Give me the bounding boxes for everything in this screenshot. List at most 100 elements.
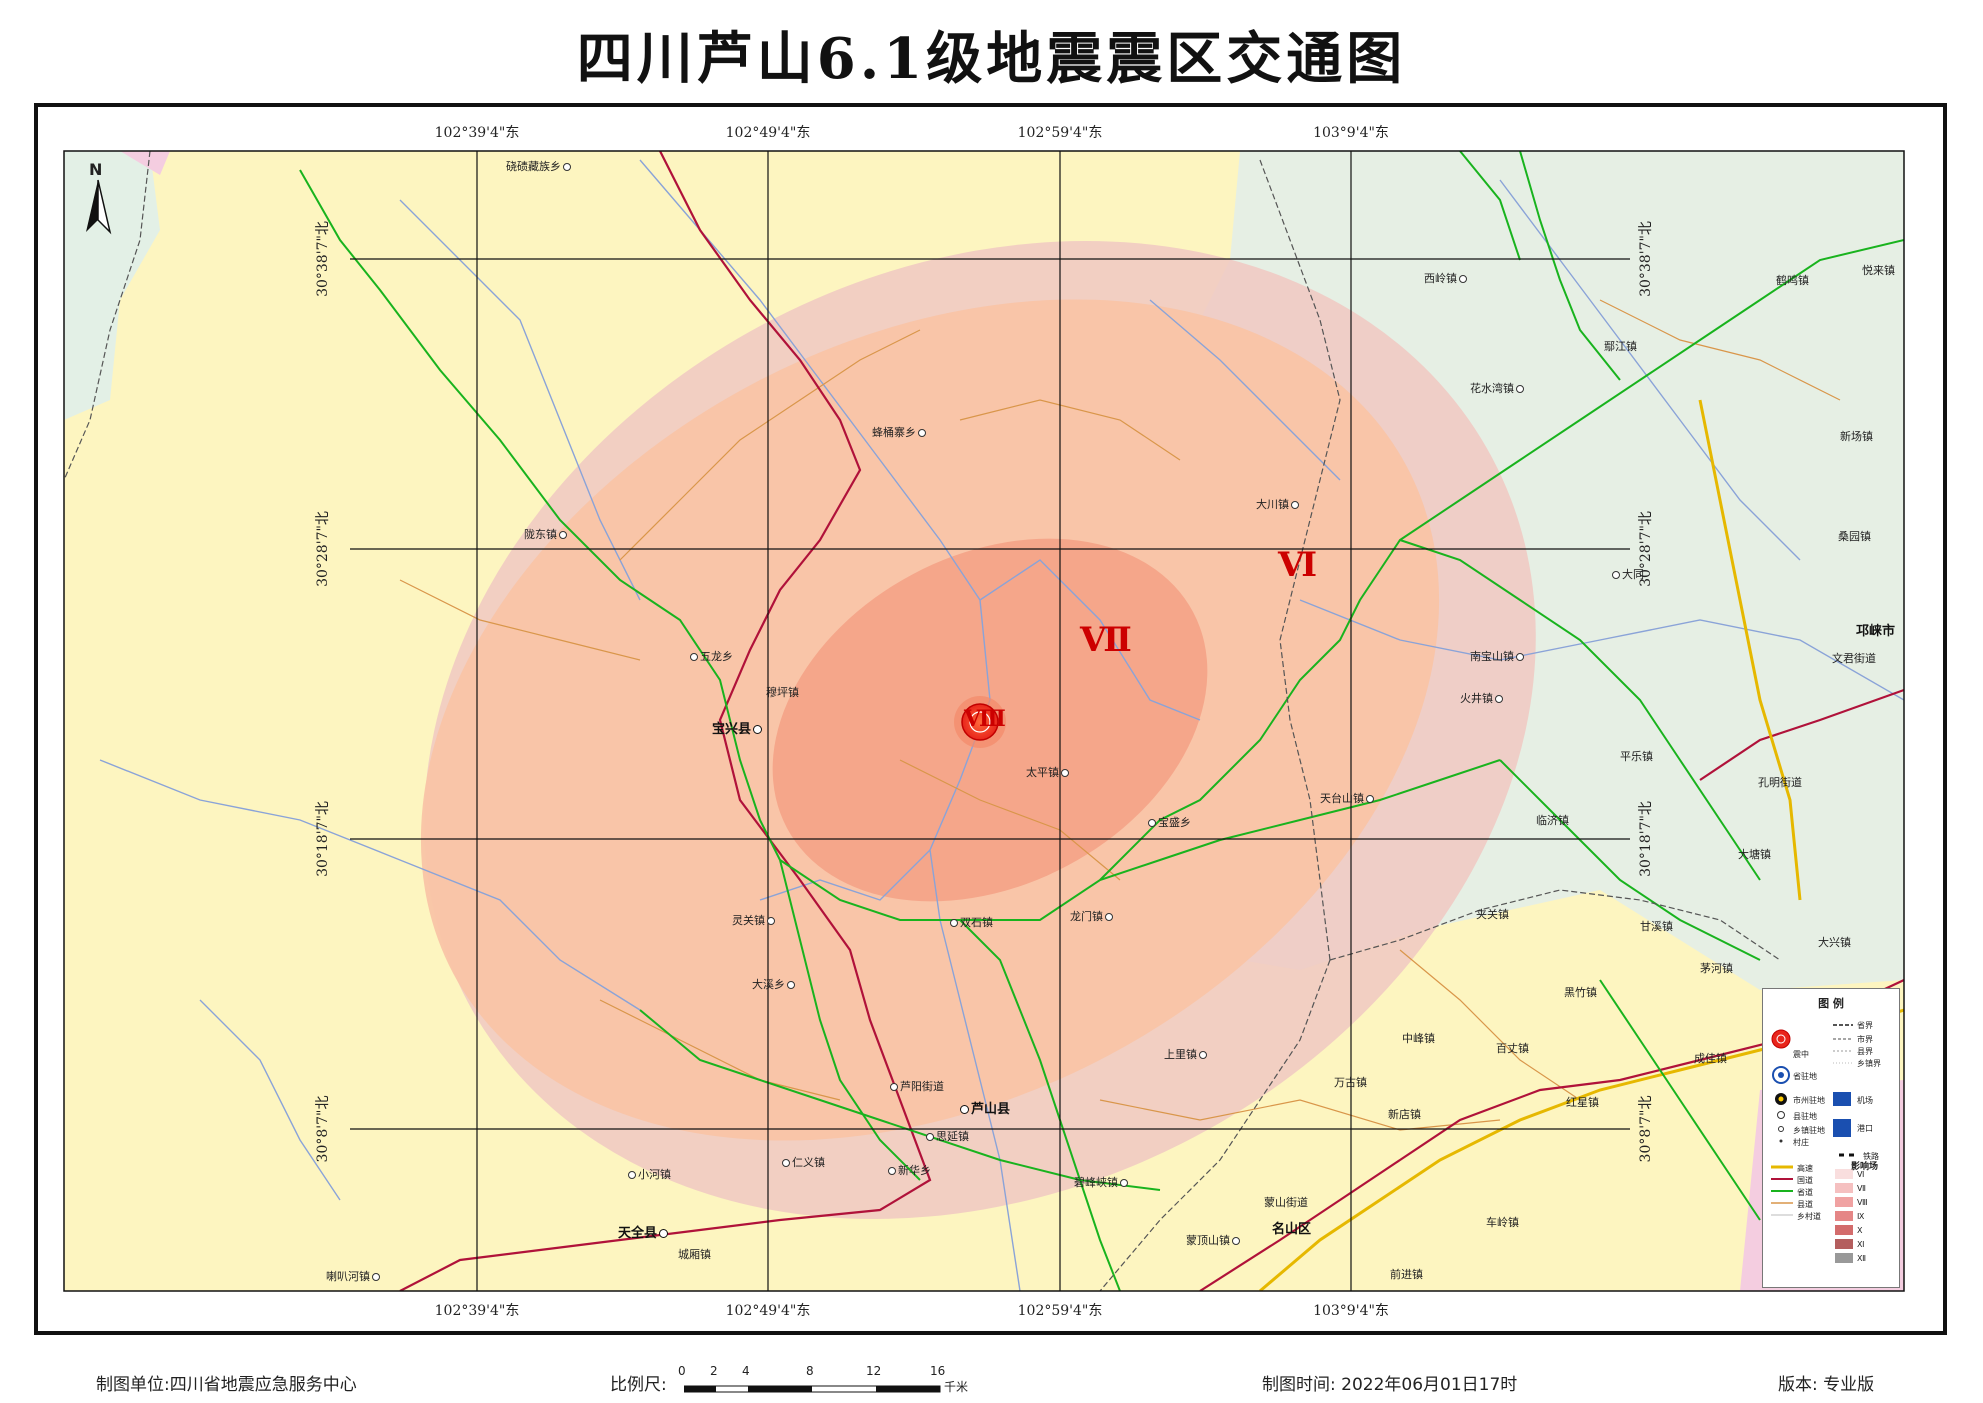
scale-tick: 12: [866, 1364, 882, 1378]
legend-intensity-level: Ⅺ: [1857, 1240, 1865, 1249]
town-label[interactable]: 花水湾镇: [1470, 380, 1526, 396]
legend-intensity-level: Ⅶ: [1857, 1184, 1866, 1193]
town-label[interactable]: 成佳镇: [1694, 1052, 1727, 1065]
town-label[interactable]: 车岭镇: [1486, 1216, 1519, 1229]
lon-label-top-2: 102°49'4"东: [725, 125, 811, 141]
lon-label-bottom-3: 102°59'4"东: [1017, 1303, 1103, 1319]
intensity-label-6: Ⅵ: [1278, 545, 1318, 585]
legend-item: 省道: [1797, 1188, 1813, 1197]
legend-item: 高速: [1797, 1164, 1813, 1173]
town-label[interactable]: 上里镇: [1164, 1046, 1209, 1062]
town-label[interactable]: 龙门镇: [1070, 908, 1115, 924]
town-label[interactable]: 新店镇: [1388, 1108, 1421, 1121]
lon-label-top-1: 102°39'4"东: [434, 125, 520, 141]
legend-item: 市界: [1857, 1035, 1873, 1044]
town-label[interactable]: 蜂桶寨乡: [872, 424, 928, 440]
legend-symbols: [1771, 1024, 1859, 1263]
map-title: 四川芦山6.1级地震震区交通图: [576, 26, 1407, 92]
scale-tick: 0: [678, 1364, 686, 1378]
town-label[interactable]: 黑竹镇: [1564, 986, 1597, 999]
county-label[interactable]: 宝兴县: [712, 718, 764, 737]
town-label[interactable]: 喇叭河镇: [326, 1268, 382, 1284]
town-label[interactable]: 临济镇: [1536, 814, 1569, 827]
footer-scale-label: 比例尺:: [610, 1375, 667, 1395]
town-label[interactable]: 甘溪镇: [1640, 920, 1673, 933]
footer-version: 版本: 专业版: [1778, 1375, 1875, 1395]
town-label[interactable]: 平乐镇: [1620, 750, 1653, 763]
town-label[interactable]: 夹关镇: [1476, 908, 1509, 921]
footer-maker: 制图单位:四川省地震应急服务中心: [96, 1375, 357, 1395]
town-label[interactable]: 双石镇: [948, 914, 993, 930]
county-seat-icon: [659, 1229, 669, 1238]
lat-label-left-2: 30°28'7"北: [315, 511, 331, 587]
town-label[interactable]: 大兴镇: [1818, 936, 1851, 949]
town-label[interactable]: 孔明街道: [1758, 776, 1802, 789]
town-label[interactable]: 文君街道: [1832, 652, 1876, 665]
town-label[interactable]: 茅河镇: [1700, 962, 1733, 975]
town-label[interactable]: 大川镇: [1256, 496, 1301, 512]
lon-label-top-4: 103°9'4"东: [1313, 125, 1389, 141]
town-label[interactable]: 城厢镇: [678, 1248, 711, 1261]
town-label[interactable]: 鹤鸣镇: [1776, 274, 1809, 287]
town-label[interactable]: 天台山镇: [1320, 790, 1376, 806]
legend-intensity-level: Ⅹ: [1857, 1226, 1863, 1235]
legend-item: 港口: [1857, 1124, 1873, 1133]
epicenter-marker[interactable]: [954, 696, 1006, 748]
legend-intensity-title: 影响场: [1851, 1162, 1879, 1172]
town-label[interactable]: 中峰镇: [1402, 1032, 1435, 1045]
county-label[interactable]: 邛崃市: [1856, 624, 1896, 639]
town-label[interactable]: 悦来镇: [1862, 264, 1895, 277]
legend-intensity-level: Ⅷ: [1857, 1198, 1868, 1207]
national-road-west: [399, 151, 932, 1291]
town-label[interactable]: 桑园镇: [1838, 530, 1871, 543]
town-label[interactable]: 陇东镇: [524, 526, 569, 542]
county-label[interactable]: 天全县: [618, 1222, 670, 1241]
town-label[interactable]: 穆坪镇: [766, 686, 799, 699]
legend-item: 震中: [1793, 1050, 1809, 1059]
town-label[interactable]: 蒙顶山镇: [1186, 1232, 1242, 1248]
town-label[interactable]: 蒙山街道: [1264, 1196, 1308, 1209]
town-label[interactable]: 万古镇: [1334, 1076, 1367, 1089]
scale-tick: 2: [710, 1364, 718, 1378]
town-label[interactable]: 前进镇: [1390, 1268, 1423, 1281]
town-label[interactable]: 芦阳街道: [888, 1078, 944, 1094]
town-label[interactable]: 硗碛藏族乡: [506, 158, 573, 174]
lat-label-right-3: 30°18'7"北: [1638, 801, 1654, 877]
town-label[interactable]: 灵关镇: [732, 912, 777, 928]
legend-item: 乡村道: [1797, 1212, 1821, 1221]
town-label[interactable]: 大溪乡: [752, 976, 797, 992]
county-label[interactable]: 芦山县: [958, 1098, 1010, 1117]
town-label[interactable]: 宝盛乡: [1146, 814, 1191, 830]
town-label[interactable]: 新华乡: [886, 1162, 931, 1178]
scale-bar: [684, 1385, 941, 1393]
town-label[interactable]: 思延镇: [924, 1128, 969, 1144]
town-label[interactable]: 鄢江镇: [1604, 340, 1637, 353]
graticule: [350, 151, 1630, 1291]
map-frame: [34, 103, 1947, 1335]
provincial-roads: [299, 151, 1904, 1291]
town-label[interactable]: 百丈镇: [1496, 1042, 1529, 1055]
town-label[interactable]: 大塘镇: [1738, 848, 1771, 861]
town-label[interactable]: 新场镇: [1840, 430, 1873, 443]
legend-item: 省驻地: [1793, 1072, 1817, 1081]
town-label[interactable]: 小河镇: [626, 1166, 671, 1182]
legend-intensity-level: Ⅵ: [1857, 1170, 1865, 1179]
legend-item: 乡镇驻地: [1793, 1126, 1825, 1135]
scale-unit: 千米: [944, 1380, 969, 1394]
town-label[interactable]: 碧峰峡镇: [1074, 1174, 1130, 1190]
town-label[interactable]: 大同: [1610, 566, 1644, 582]
town-label[interactable]: 南宝山镇: [1470, 648, 1526, 664]
town-label[interactable]: 火井镇: [1460, 690, 1505, 706]
town-label[interactable]: 五龙乡: [688, 648, 733, 664]
town-label[interactable]: 太平镇: [1026, 764, 1071, 780]
footer-time: 制图时间: 2022年06月01日17时: [1262, 1375, 1518, 1395]
town-label[interactable]: 红星镇: [1566, 1096, 1599, 1109]
north-arrow-icon: [86, 179, 112, 235]
town-label[interactable]: 西岭镇: [1424, 270, 1469, 286]
legend-item: 省界: [1857, 1021, 1873, 1030]
county-label[interactable]: 名山区: [1272, 1222, 1312, 1237]
legend-item: 村庄: [1793, 1138, 1809, 1147]
town-label[interactable]: 仁义镇: [780, 1154, 825, 1170]
legend-item: 市州驻地: [1793, 1096, 1825, 1105]
